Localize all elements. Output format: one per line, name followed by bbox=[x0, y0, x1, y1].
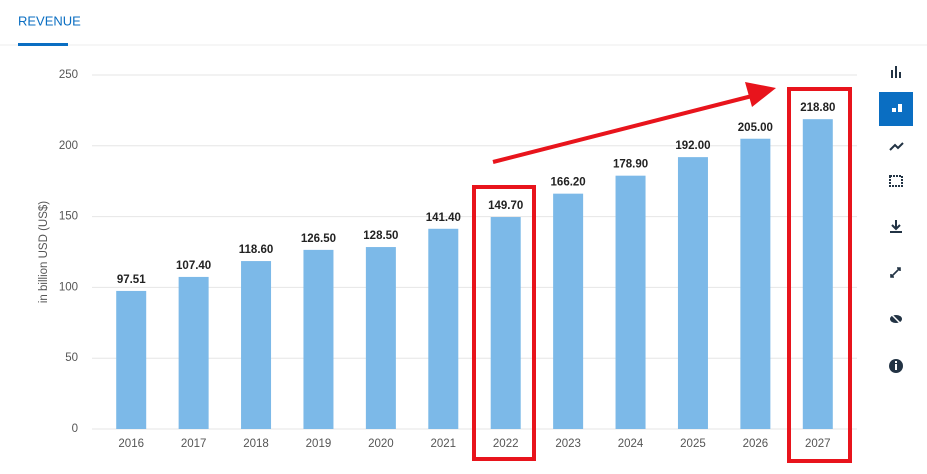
value-label: 218.80 bbox=[800, 102, 835, 114]
icon bbox=[889, 142, 904, 151]
toolbar bbox=[879, 57, 913, 382]
bar bbox=[553, 193, 584, 429]
bar bbox=[178, 276, 209, 429]
tab-revenue[interactable]: REVENUE bbox=[18, 13, 81, 28]
icon bbox=[895, 66, 897, 78]
icon bbox=[890, 267, 901, 278]
bar bbox=[490, 217, 521, 429]
icon bbox=[898, 104, 902, 112]
x-tick-label: 2019 bbox=[306, 438, 332, 450]
table-button[interactable] bbox=[879, 164, 913, 198]
icon bbox=[895, 361, 897, 363]
y-tick-label: 50 bbox=[65, 352, 78, 364]
bar bbox=[116, 290, 147, 429]
bar bbox=[365, 247, 396, 429]
y-tick-label: 100 bbox=[59, 281, 78, 293]
bar bbox=[802, 119, 833, 429]
y-axis-label: in billion USD (US$) bbox=[38, 201, 50, 303]
bar bbox=[740, 138, 771, 429]
icon bbox=[889, 175, 903, 187]
plot: 0 50 100 150 200 250 2016 97.51 2017 107.40 2018 11… bbox=[59, 69, 857, 450]
x-tick-label: 2025 bbox=[680, 438, 706, 450]
icon bbox=[892, 108, 896, 112]
value-label: 128.50 bbox=[363, 230, 398, 242]
y-tick-label: 250 bbox=[59, 69, 78, 81]
bar bbox=[303, 249, 334, 429]
x-tick-label: 2026 bbox=[743, 438, 769, 450]
value-label: 192.00 bbox=[675, 140, 710, 152]
y-tick-label: 0 bbox=[72, 423, 78, 435]
value-label: 178.90 bbox=[613, 159, 648, 171]
bar bbox=[428, 228, 459, 429]
value-label: 166.20 bbox=[551, 177, 586, 189]
x-tick-label: 2023 bbox=[555, 438, 581, 450]
value-label: 118.60 bbox=[239, 244, 274, 256]
value-label: 149.70 bbox=[488, 200, 523, 212]
x-tick-label: 2020 bbox=[368, 438, 394, 450]
annotations bbox=[472, 82, 852, 463]
icon bbox=[889, 312, 903, 326]
arrow-line bbox=[492, 94, 753, 164]
bar bbox=[677, 157, 708, 430]
bar bbox=[241, 261, 272, 429]
y-tick-label: 150 bbox=[59, 211, 78, 223]
tab-underline bbox=[18, 43, 68, 46]
bar bbox=[615, 175, 646, 429]
y-tick-label: 200 bbox=[59, 140, 78, 152]
x-tick-label: 2021 bbox=[430, 438, 456, 450]
icon bbox=[891, 70, 893, 78]
x-tick-label: 2022 bbox=[493, 438, 519, 450]
icon bbox=[890, 220, 902, 233]
highlight-box bbox=[787, 87, 852, 463]
x-tick-label: 2016 bbox=[118, 438, 144, 450]
x-tick-label: 2018 bbox=[243, 438, 269, 450]
icon bbox=[895, 364, 897, 370]
x-tick-label: 2024 bbox=[618, 438, 644, 450]
value-label: 126.50 bbox=[301, 233, 336, 245]
x-tick-label: 2027 bbox=[805, 438, 831, 450]
value-label: 97.51 bbox=[117, 274, 146, 286]
icon bbox=[899, 72, 901, 78]
value-label: 107.40 bbox=[176, 260, 211, 272]
value-label: 205.00 bbox=[738, 122, 773, 134]
highlight-box bbox=[472, 185, 536, 461]
x-tick-label: 2017 bbox=[181, 438, 207, 450]
value-label: 141.40 bbox=[426, 212, 461, 224]
arrow-head bbox=[745, 82, 776, 107]
